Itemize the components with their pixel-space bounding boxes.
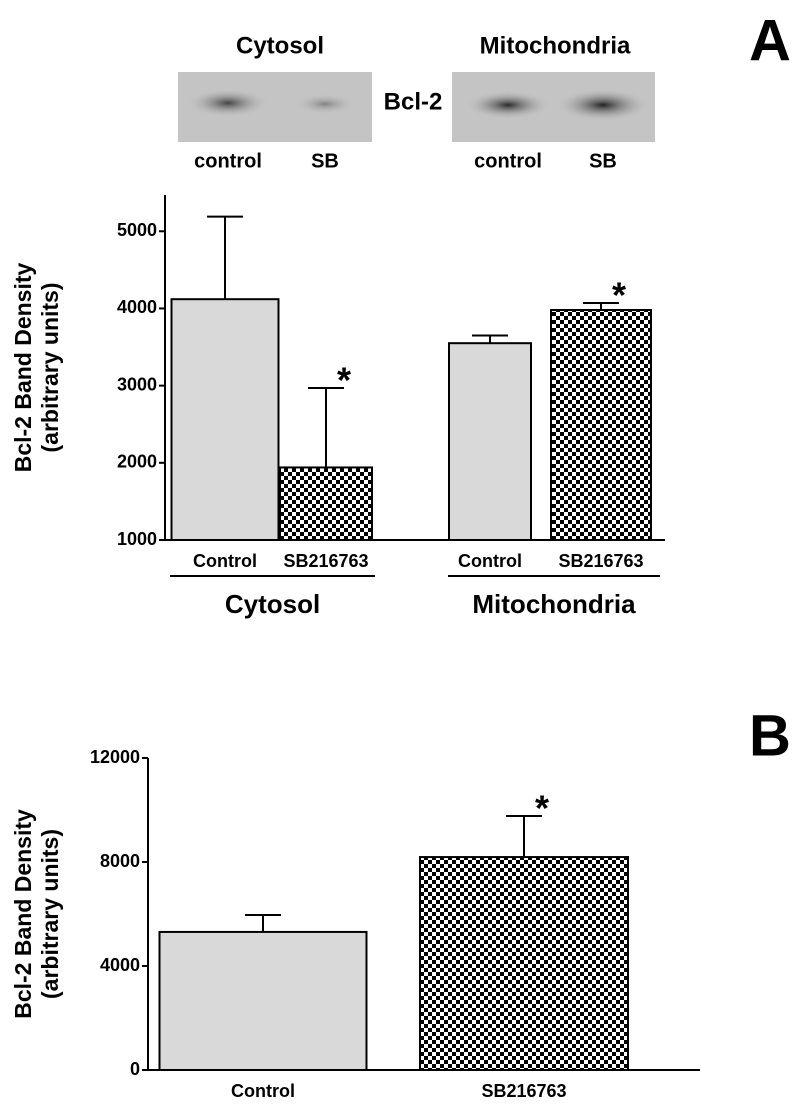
y-axis-label: Bcl-2 Band Density — [10, 809, 36, 1019]
y-axis-label: (arbitrary units) — [37, 283, 63, 453]
y-tick-label: 0 — [130, 1059, 140, 1079]
x-tick-label: SB216763 — [558, 551, 643, 571]
blot-protein: Bcl-2 — [384, 88, 443, 115]
bar — [170, 298, 280, 542]
blot-title: Cytosol — [236, 32, 324, 59]
y-tick-label: 2000 — [117, 452, 157, 472]
significance-marker: * — [612, 275, 626, 316]
x-tick-label: SB216763 — [481, 1081, 566, 1101]
panel-label: B — [749, 703, 791, 768]
y-tick-label: 4000 — [100, 955, 140, 975]
blot-band — [295, 94, 355, 114]
x-tick-label: Control — [231, 1081, 295, 1101]
blot-band — [557, 89, 649, 121]
bar — [448, 342, 532, 542]
lane-label: control — [194, 150, 262, 172]
group-label: Mitochondria — [472, 589, 636, 619]
lane-label: SB — [589, 150, 617, 172]
significance-marker: * — [535, 787, 549, 828]
y-tick-label: 1000 — [117, 529, 157, 549]
group-label: Cytosol — [225, 589, 320, 619]
bar — [279, 466, 373, 542]
bar — [419, 856, 629, 1071]
bar — [550, 309, 652, 541]
y-tick-label: 5000 — [117, 220, 157, 240]
blot-band — [466, 91, 550, 119]
y-tick-label: 12000 — [90, 747, 140, 767]
lane-label: control — [474, 150, 542, 172]
blot-title: Mitochondria — [480, 32, 631, 59]
bar — [158, 930, 368, 1071]
x-tick-label: Control — [458, 551, 522, 571]
y-tick-label: 3000 — [117, 374, 157, 394]
x-tick-label: Control — [193, 551, 257, 571]
y-tick-label: 8000 — [100, 851, 140, 871]
blot-band — [188, 89, 268, 117]
lane-label: SB — [311, 150, 339, 172]
y-axis-label: Bcl-2 Band Density — [10, 262, 36, 472]
x-tick-label: SB216763 — [283, 551, 368, 571]
y-axis-label: (arbitrary units) — [37, 829, 63, 999]
significance-marker: * — [337, 359, 351, 400]
panel-label: A — [749, 8, 791, 73]
y-tick-label: 4000 — [117, 297, 157, 317]
